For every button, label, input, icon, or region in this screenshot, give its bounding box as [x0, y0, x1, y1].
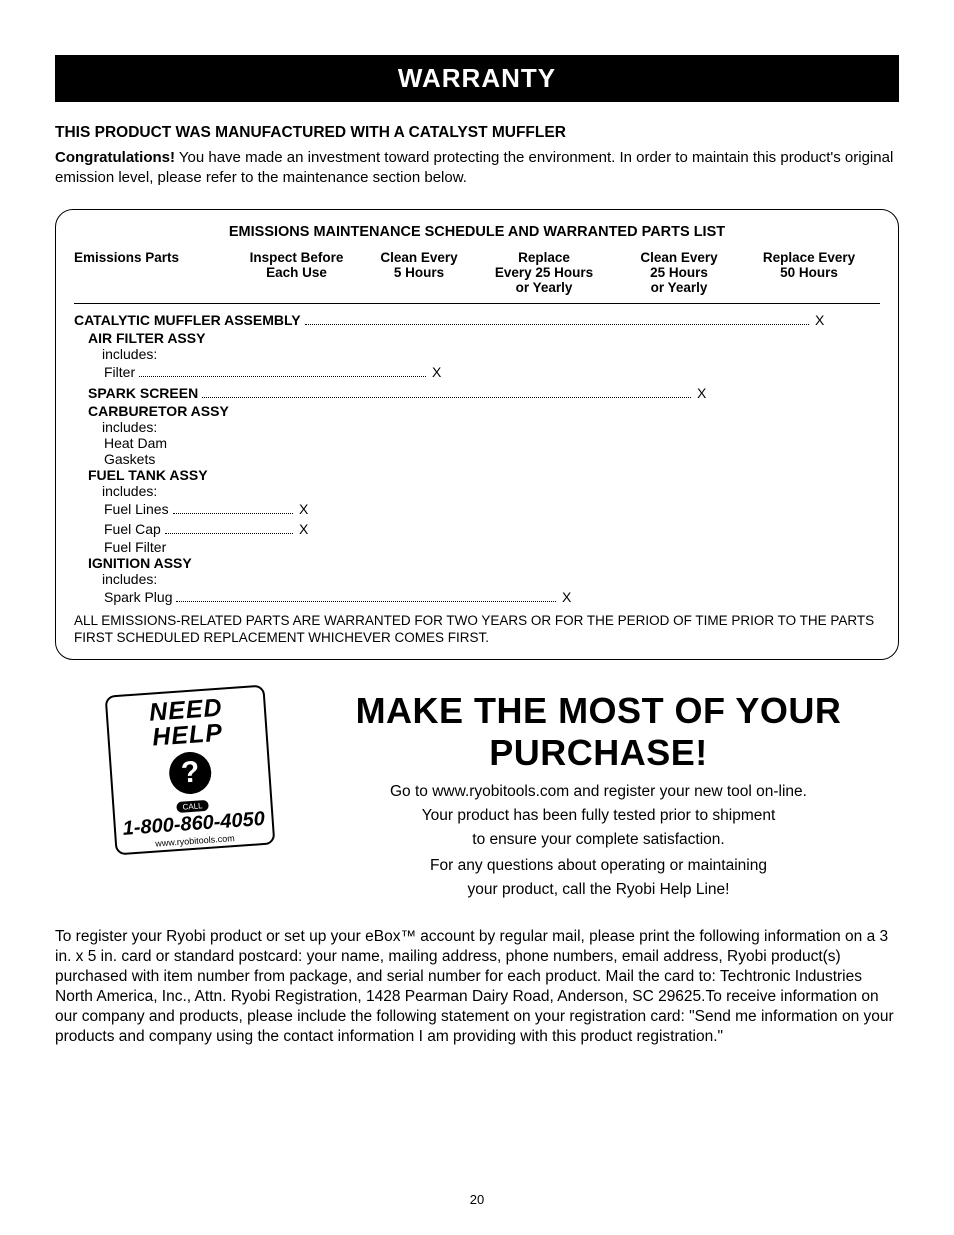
promo-line-2: Your product has been fully tested prior… [298, 806, 899, 826]
promo-heading: MAKE THE MOST OF YOUR PURCHASE! [298, 690, 899, 774]
carb-includes: includes: [102, 419, 880, 435]
question-mark-icon: ? [168, 750, 213, 795]
intro-paragraph: Congratulations! You have made an invest… [55, 148, 899, 187]
mark-fuel-lines-inspect: X [297, 499, 880, 519]
mark-filter-clean5: X [430, 362, 880, 382]
mark-catalytic-50h: X [813, 310, 880, 330]
hdr-emissions-parts: Emissions Parts [74, 250, 229, 295]
page-title-bar: WARRANTY [55, 55, 899, 102]
schedule-title: EMISSIONS MAINTENANCE SCHEDULE AND WARRA… [74, 224, 880, 240]
promo-line-1: Go to www.ryobitools.com and register yo… [298, 782, 899, 802]
hdr-inspect: Inspect Before Each Use [229, 250, 364, 295]
intro-bold: Congratulations! [55, 149, 175, 166]
row-air-filter: AIR FILTER ASSY [88, 330, 880, 346]
warranty-note: ALL EMISSIONS-RELATED PARTS ARE WARRANTE… [74, 612, 880, 647]
mark-fuel-cap-inspect: X [297, 519, 880, 539]
promo-section: NEED HELP ? CALL 1-800-860-4050 www.ryob… [110, 690, 899, 905]
air-filter-includes: includes: [102, 346, 880, 362]
page-number: 20 [0, 1192, 954, 1207]
schedule-header-row: Emissions Parts Inspect Before Each Use … [74, 250, 880, 304]
need-help-badge: NEED HELP ? CALL 1-800-860-4050 www.ryob… [105, 684, 276, 855]
row-filter: Filter X [74, 362, 880, 382]
intro-rest: You have made an investment toward prote… [55, 149, 893, 186]
row-spark-screen: SPARK SCREEN X [74, 383, 880, 403]
maintenance-schedule-box: EMISSIONS MAINTENANCE SCHEDULE AND WARRA… [55, 209, 899, 660]
promo-text-block: MAKE THE MOST OF YOUR PURCHASE! Go to ww… [298, 690, 899, 905]
row-heat-dam: Heat Dam [104, 435, 880, 451]
row-ignition: IGNITION ASSY [88, 555, 880, 571]
promo-line-3: to ensure your complete satisfaction. [298, 830, 899, 850]
call-label: CALL [176, 800, 209, 813]
row-fuel-lines: Fuel Lines X [74, 499, 880, 519]
hdr-clean-5: Clean Every 5 Hours [364, 250, 474, 295]
fuel-tank-includes: includes: [102, 483, 880, 499]
row-fuel-cap: Fuel Cap X [74, 519, 880, 539]
mark-spark-screen-clean25: X [695, 383, 880, 403]
hdr-clean-25: Clean Every 25 Hours or Yearly [614, 250, 744, 295]
mark-spark-plug-replace25: X [560, 587, 880, 607]
ignition-includes: includes: [102, 571, 880, 587]
row-catalytic-muffler: CATALYTIC MUFFLER ASSEMBLY X [74, 310, 880, 330]
row-carburetor: CARBURETOR ASSY [88, 403, 880, 419]
hdr-replace-50: Replace Every 50 Hours [744, 250, 874, 295]
hdr-replace-25: Replace Every 25 Hours or Yearly [474, 250, 614, 295]
catalyst-subheading: THIS PRODUCT WAS MANUFACTURED WITH A CAT… [55, 124, 899, 142]
registration-text: To register your Ryobi product or set up… [55, 927, 899, 1048]
row-spark-plug: Spark Plug X [74, 587, 880, 607]
row-gaskets: Gaskets [104, 451, 880, 467]
promo-line-5: your product, call the Ryobi Help Line! [298, 880, 899, 900]
row-fuel-filter: Fuel Filter [104, 539, 880, 555]
promo-line-4: For any questions about operating or mai… [298, 856, 899, 876]
row-fuel-tank: FUEL TANK ASSY [88, 467, 880, 483]
need-help-label: NEED HELP [113, 693, 260, 753]
